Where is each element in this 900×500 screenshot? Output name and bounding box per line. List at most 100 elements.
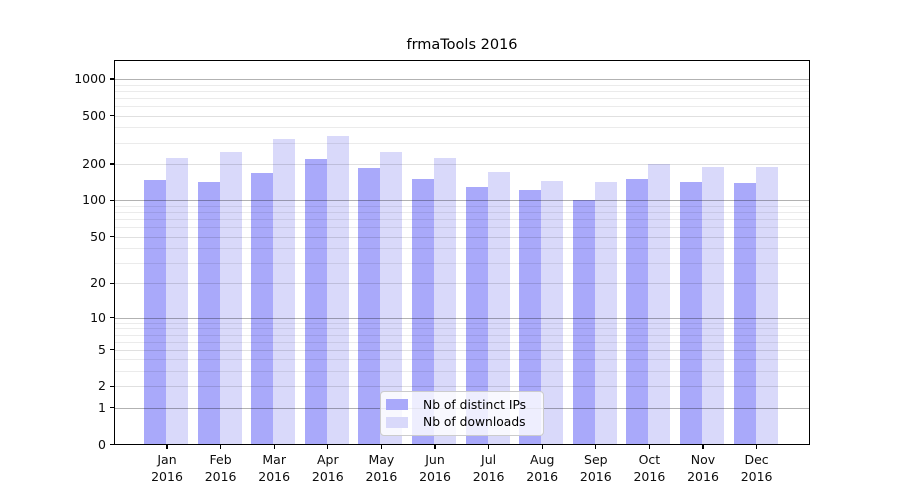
gridline-y-5 (114, 349, 810, 351)
gridline-y-6 (114, 341, 810, 343)
y-tick-200 (110, 163, 114, 165)
y-tick-label-50: 50 (90, 228, 106, 244)
gridline-y-600 (114, 106, 810, 108)
y-tick-label-0: 0 (98, 436, 106, 452)
x-tick-label-nov: Nov 2016 (687, 452, 719, 484)
x-tick-label-jan: Jan 2016 (151, 452, 183, 484)
x-tick-mar (273, 445, 275, 449)
x-tick-aug (541, 445, 543, 449)
bar-distinct-ips-mar (251, 172, 274, 445)
bar-distinct-ips-aug (519, 189, 542, 445)
bar-downloads-oct (648, 163, 671, 445)
x-tick-label-mar: Mar 2016 (258, 452, 291, 484)
gridline-y-800 (114, 90, 810, 92)
bar-distinct-ips-jul (465, 187, 488, 445)
gridline-y-70 (114, 219, 810, 221)
gridline-y-40 (114, 248, 810, 250)
gridline-y-60 (114, 227, 810, 229)
gridline-y-200 (114, 163, 810, 165)
gridline-y-10 (114, 317, 810, 319)
y-tick-100 (110, 199, 114, 201)
gridline-y-2 (114, 386, 810, 388)
x-tick-label-may: May 2016 (365, 452, 398, 484)
x-tick-jan (166, 445, 168, 449)
bar-downloads-nov (702, 167, 724, 445)
bar-downloads-dec (755, 166, 778, 445)
x-tick-label-apr: Apr 2016 (311, 452, 344, 484)
legend-swatch-distinct-ips (386, 399, 408, 410)
legend-label-downloads: Nb of downloads (423, 415, 526, 430)
gridline-y-80 (114, 212, 810, 214)
y-tick-label-200: 200 (82, 155, 106, 171)
gridline-y-7 (114, 334, 810, 336)
y-tick-label-10: 10 (90, 309, 106, 325)
bar-distinct-ips-may (358, 167, 381, 445)
y-tick-label-5: 5 (98, 341, 106, 357)
x-tick-apr (327, 445, 329, 449)
x-tick-feb (220, 445, 222, 449)
x-tick-sep (595, 445, 597, 449)
x-tick-label-dec: Dec 2016 (740, 452, 773, 484)
y-tick-label-500: 500 (82, 107, 106, 123)
x-tick-label-sep: Sep 2016 (579, 452, 612, 484)
gridline-y-700 (114, 97, 810, 99)
plot-area-border (114, 59, 810, 445)
y-tick-50 (110, 235, 114, 238)
x-tick-label-aug: Aug 2016 (526, 452, 559, 484)
legend-item-downloads: Nb of downloads (386, 415, 537, 429)
chart-title: frmaTools 2016 (406, 37, 518, 53)
bar-distinct-ips-feb (197, 181, 220, 445)
legend-label-distinct-ips: Nb of distinct IPs (423, 397, 527, 412)
y-tick-0 (110, 443, 114, 446)
bar-downloads-apr (326, 136, 349, 445)
bar-distinct-ips-jan (144, 180, 166, 445)
gridline-y-400 (114, 127, 810, 129)
gridline-y-4 (114, 359, 810, 361)
gridline-y-500 (114, 115, 810, 117)
x-tick-label-oct: Oct 2016 (633, 452, 666, 484)
y-tick-2 (110, 385, 114, 387)
bar-downloads-jun (434, 158, 456, 445)
y-tick-label-1: 1 (98, 399, 106, 415)
gridline-y-9 (114, 322, 810, 324)
y-tick-label-100: 100 (82, 192, 106, 208)
bar-distinct-ips-dec (733, 182, 756, 445)
legend-item-distinct-ips: Nb of distinct IPs (386, 398, 537, 412)
bar-downloads-aug (541, 180, 564, 445)
y-tick-5 (110, 349, 114, 351)
gridline-y-3 (114, 371, 810, 373)
bar-distinct-ips-jun (412, 178, 434, 445)
y-tick-label-2: 2 (98, 378, 106, 394)
bar-downloads-sep (594, 181, 617, 445)
y-tick-10 (110, 317, 114, 319)
bar-distinct-ips-sep (572, 199, 595, 445)
gridline-y-8 (114, 328, 810, 330)
bar-downloads-feb (219, 151, 242, 445)
bar-distinct-ips-apr (304, 158, 327, 445)
x-tick-label-jul: Jul 2016 (472, 452, 505, 484)
y-tick-1000 (110, 78, 114, 80)
x-tick-jun (434, 445, 436, 449)
gridline-y-1000 (114, 79, 810, 81)
x-tick-label-feb: Feb 2016 (204, 452, 237, 484)
bar-downloads-jan (166, 157, 188, 445)
bar-downloads-mar (273, 139, 296, 445)
bar-downloads-may (380, 151, 403, 445)
legend-swatch-downloads (386, 417, 408, 428)
bar-distinct-ips-nov (680, 181, 702, 445)
gridline-y-30 (114, 262, 810, 264)
x-tick-may (380, 445, 382, 449)
x-tick-label-jun: Jun 2016 (419, 452, 451, 484)
gridline-y-20 (114, 283, 810, 285)
x-tick-oct (648, 445, 650, 449)
x-tick-nov (702, 445, 704, 449)
y-tick-label-1000: 1000 (74, 71, 106, 87)
y-tick-500 (110, 115, 114, 117)
gridline-y-100 (114, 200, 810, 202)
x-tick-jul (488, 445, 490, 449)
bar-downloads-jul (487, 171, 510, 445)
x-tick-dec (756, 445, 758, 449)
y-tick-1 (110, 407, 114, 409)
